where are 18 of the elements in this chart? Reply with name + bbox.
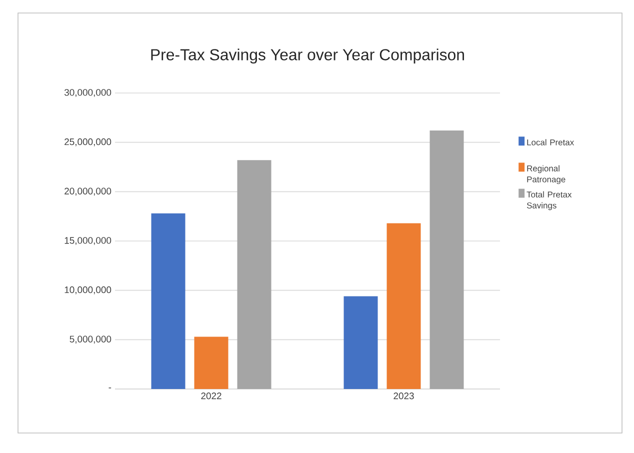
chart-title: Pre-Tax Savings Year over Year Comparison [151, 48, 464, 64]
bar [151, 213, 186, 389]
y-tick-label: 30,000,000 [64, 89, 112, 97]
legend-label: Regional Patronage [527, 165, 566, 184]
bar [386, 223, 421, 389]
x-tick-label: 2022 [201, 392, 222, 400]
y-tick-label: 20,000,000 [64, 188, 112, 196]
x-tick-label: 2023 [394, 392, 414, 400]
bar [430, 130, 464, 389]
y-tick-label: 5,000,000 [70, 336, 112, 344]
y-tick-label: 25,000,000 [64, 138, 112, 146]
legend-label: Local Pretax [527, 139, 574, 146]
bar [237, 160, 272, 389]
bar [344, 296, 378, 389]
legend-label: Total Pretax Savings [526, 191, 572, 210]
y-tick-label: 15,000,000 [64, 237, 112, 245]
y-tick-label: 10,000,000 [64, 286, 112, 294]
bar [194, 336, 228, 389]
